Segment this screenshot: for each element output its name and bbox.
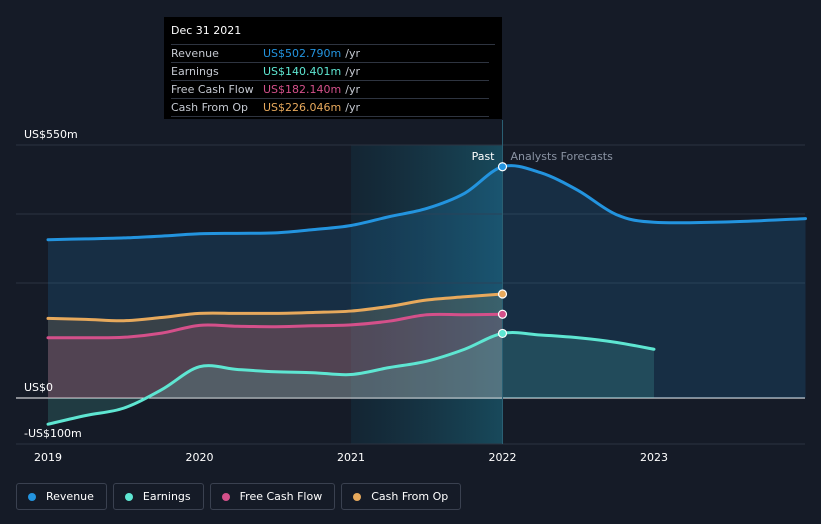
line-free-cash-flow bbox=[46, 312, 504, 340]
past-label: Past bbox=[472, 150, 496, 163]
tooltip-row-name: Free Cash Flow bbox=[171, 83, 254, 96]
tooltip-row-unit: /yr bbox=[345, 65, 360, 78]
x-tick-label: 2023 bbox=[640, 451, 668, 464]
tooltip-row-name: Cash From Op bbox=[171, 101, 249, 114]
forecast-label: Analysts Forecasts bbox=[511, 150, 614, 163]
tooltip-row-value: US$502.790m bbox=[263, 47, 342, 60]
legend-dot-icon bbox=[28, 492, 36, 501]
tooltip-row-unit: /yr bbox=[345, 83, 360, 96]
marker-earnings bbox=[497, 328, 508, 339]
x-tick-label: 2021 bbox=[337, 451, 365, 464]
y-tick-label: -US$100m bbox=[24, 427, 82, 440]
y-tick-label: US$0 bbox=[24, 381, 53, 394]
legend: Revenue Earnings Free Cash Flow Cash Fro… bbox=[16, 483, 462, 510]
tooltip-row-value: US$226.046m bbox=[263, 101, 342, 114]
line-earnings bbox=[46, 331, 656, 426]
legend-dot-icon bbox=[124, 492, 133, 501]
legend-dot-icon bbox=[221, 492, 230, 501]
marker-free-cash-flow bbox=[497, 309, 508, 319]
x-tick-label: 2020 bbox=[186, 451, 214, 464]
tooltip: Dec 31 2021 Revenue US$502.790m /yr Earn… bbox=[164, 17, 502, 119]
tooltip-row-value: US$140.401m bbox=[263, 65, 342, 78]
legend-label: Free Cash Flow bbox=[239, 490, 323, 503]
legend-label: Earnings bbox=[142, 490, 191, 503]
tooltip-row-earnings: Earnings US$140.401m /yr bbox=[171, 63, 489, 81]
x-tick-label: 2019 bbox=[34, 451, 62, 464]
line-revenue bbox=[46, 164, 807, 242]
legend-label: Revenue bbox=[46, 490, 94, 503]
tooltip-row-cash-from-op: Cash From Op US$226.046m /yr bbox=[171, 99, 489, 117]
legend-item-free-cash-flow[interactable]: Free Cash Flow bbox=[209, 483, 336, 510]
area-free-cash-flow bbox=[48, 314, 503, 398]
line-cash-from-op bbox=[46, 292, 504, 323]
legend-dot-icon bbox=[353, 492, 362, 501]
y-tick-label: US$550m bbox=[24, 128, 78, 141]
legend-item-revenue[interactable]: Revenue bbox=[16, 483, 107, 510]
tooltip-row-value: US$182.140m bbox=[263, 83, 342, 96]
tooltip-row-free-cash-flow: Free Cash Flow US$182.140m /yr bbox=[171, 81, 489, 99]
area-revenue bbox=[48, 165, 806, 398]
tooltip-row-unit: /yr bbox=[345, 101, 360, 114]
legend-item-earnings[interactable]: Earnings bbox=[112, 483, 204, 510]
legend-label: Cash From Op bbox=[371, 490, 449, 503]
legend-item-cash-from-op[interactable]: Cash From Op bbox=[341, 483, 462, 510]
marker-cash-from-op bbox=[497, 289, 508, 299]
tooltip-row-unit: /yr bbox=[345, 47, 360, 60]
tooltip-date: Dec 31 2021 bbox=[171, 23, 495, 45]
marker-revenue bbox=[497, 162, 508, 172]
x-tick-label: 2022 bbox=[489, 451, 517, 464]
tooltip-row-name: Earnings bbox=[171, 65, 219, 78]
tooltip-row-revenue: Revenue US$502.790m /yr bbox=[171, 45, 489, 63]
tooltip-row-name: Revenue bbox=[171, 47, 219, 60]
